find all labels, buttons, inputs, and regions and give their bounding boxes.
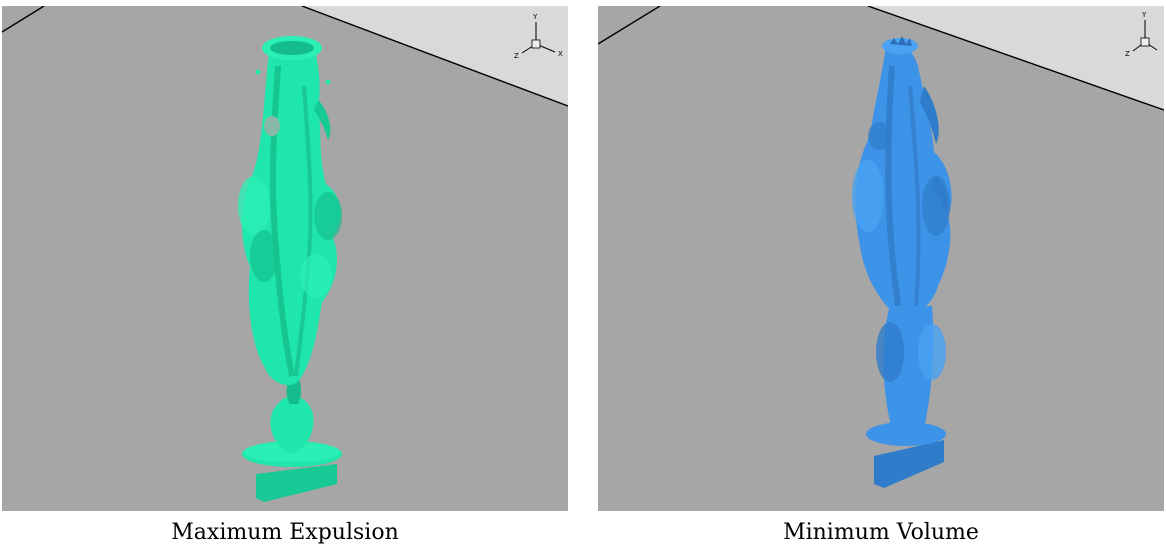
- axis-z-label: Z: [514, 52, 519, 60]
- axis-y-label: Y: [1141, 11, 1147, 19]
- axes-triad: Y Z: [1125, 11, 1158, 58]
- isosurface-object: [238, 36, 342, 502]
- render-scene-right: Y Z: [598, 6, 1164, 488]
- axis-x-label: X: [558, 50, 563, 58]
- axis-y-label: Y: [532, 13, 538, 21]
- render-panel-left: Y X Z: [2, 6, 568, 511]
- wall-edge-line-left: [2, 6, 45, 33]
- wall-edge-line: [867, 6, 1164, 111]
- wall-edge-line: [301, 6, 568, 107]
- axis-z-label: Z: [1125, 50, 1130, 58]
- caption-right: Minimum Volume: [783, 520, 979, 545]
- caption-left: Maximum Expulsion: [171, 520, 399, 545]
- render-scene-left: Y X Z: [2, 6, 568, 502]
- render-panel-right: Y Z: [598, 6, 1164, 511]
- wall-edge-line-left: [598, 6, 661, 45]
- axes-triad: Y X Z: [514, 13, 563, 60]
- isosurface-object: [852, 36, 952, 488]
